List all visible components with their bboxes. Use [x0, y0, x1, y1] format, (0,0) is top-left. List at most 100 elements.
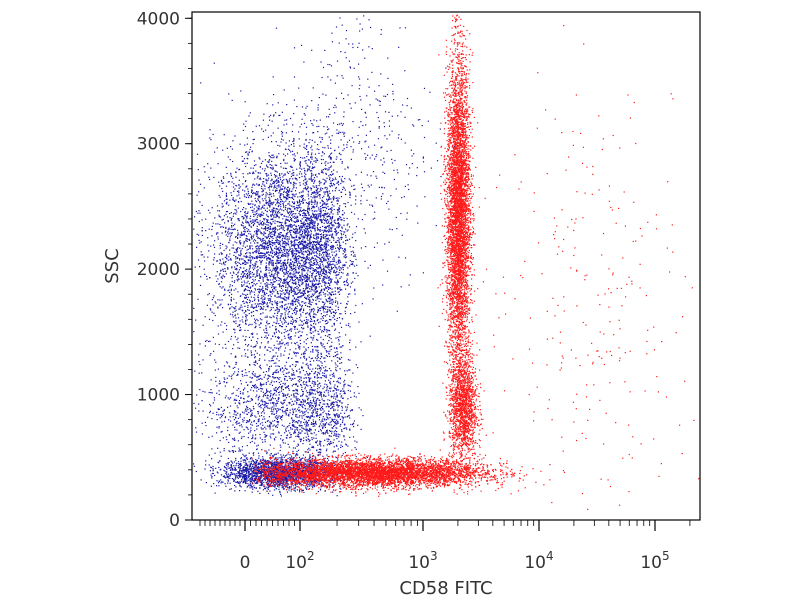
data-point — [287, 211, 289, 213]
data-point — [259, 244, 261, 247]
data-point — [277, 283, 279, 285]
data-point — [329, 310, 331, 312]
data-point — [347, 384, 349, 386]
data-point — [311, 152, 313, 154]
data-point — [233, 307, 235, 309]
data-point — [319, 258, 321, 260]
data-point — [277, 343, 279, 345]
data-point — [272, 283, 274, 285]
data-point — [331, 260, 333, 262]
data-point — [266, 203, 268, 205]
data-point — [252, 273, 254, 276]
data-point — [268, 269, 270, 271]
data-point — [235, 199, 237, 201]
data-point — [277, 261, 280, 263]
data-point — [322, 231, 325, 233]
data-point — [276, 347, 278, 349]
data-point — [313, 192, 315, 194]
data-point — [266, 322, 268, 324]
data-point — [271, 282, 273, 284]
data-point — [274, 333, 276, 335]
data-point — [313, 177, 315, 179]
data-point — [330, 264, 332, 266]
data-point — [307, 208, 309, 210]
data-point — [217, 210, 219, 212]
data-point — [326, 255, 328, 257]
data-point — [289, 223, 291, 225]
data-point — [269, 222, 271, 224]
data-point — [341, 162, 343, 164]
data-point — [322, 200, 324, 202]
data-point — [337, 225, 339, 227]
data-point — [326, 215, 328, 217]
data-point — [294, 328, 296, 330]
data-point — [293, 174, 295, 176]
data-point — [279, 114, 281, 116]
data-point — [307, 159, 309, 161]
data-point — [341, 318, 343, 320]
data-point — [336, 283, 338, 285]
data-point — [220, 303, 222, 305]
data-point — [302, 252, 304, 254]
data-point — [317, 306, 319, 308]
data-point — [245, 180, 247, 182]
data-point — [263, 306, 265, 308]
data-point — [302, 257, 304, 259]
data-point — [294, 215, 296, 217]
data-point — [217, 299, 219, 301]
data-point — [338, 208, 340, 210]
data-point — [347, 324, 349, 327]
data-point — [311, 206, 313, 208]
data-point — [312, 299, 314, 301]
data-point — [284, 222, 286, 224]
data-point — [312, 247, 314, 249]
data-point — [258, 183, 260, 186]
data-point — [230, 146, 232, 148]
data-point — [279, 208, 282, 210]
data-point — [234, 200, 236, 202]
data-point — [307, 193, 309, 195]
data-point — [196, 246, 198, 248]
data-point — [291, 290, 293, 292]
data-point — [315, 246, 317, 248]
data-point — [309, 236, 311, 238]
data-point — [279, 179, 282, 181]
data-point — [290, 275, 292, 277]
data-point — [281, 188, 283, 190]
data-point — [285, 238, 287, 240]
data-point — [285, 361, 288, 363]
data-point — [258, 178, 260, 180]
data-point — [327, 298, 330, 300]
data-point — [302, 328, 304, 330]
data-point — [266, 329, 268, 331]
data-point — [323, 293, 325, 295]
data-point — [252, 172, 254, 174]
data-point — [290, 151, 292, 153]
data-point — [249, 261, 252, 263]
data-point — [276, 241, 278, 243]
data-point — [295, 257, 298, 259]
data-point — [330, 245, 333, 247]
data-point — [259, 290, 261, 292]
data-point — [287, 203, 289, 205]
data-point — [256, 231, 258, 233]
data-point — [335, 277, 337, 279]
data-point — [294, 244, 296, 246]
data-point — [297, 202, 299, 204]
data-point — [272, 154, 274, 156]
data-point — [268, 196, 270, 198]
data-point — [325, 161, 327, 163]
data-point — [279, 237, 281, 239]
data-point — [237, 272, 239, 274]
data-point — [308, 313, 310, 315]
data-point — [323, 195, 325, 197]
data-point — [338, 274, 340, 276]
data-point — [246, 319, 248, 321]
data-point — [343, 212, 345, 214]
data-point — [248, 270, 250, 272]
data-point — [322, 214, 324, 216]
data-point — [265, 192, 267, 194]
data-point — [322, 281, 324, 283]
data-point — [235, 273, 237, 276]
data-point — [300, 384, 302, 386]
